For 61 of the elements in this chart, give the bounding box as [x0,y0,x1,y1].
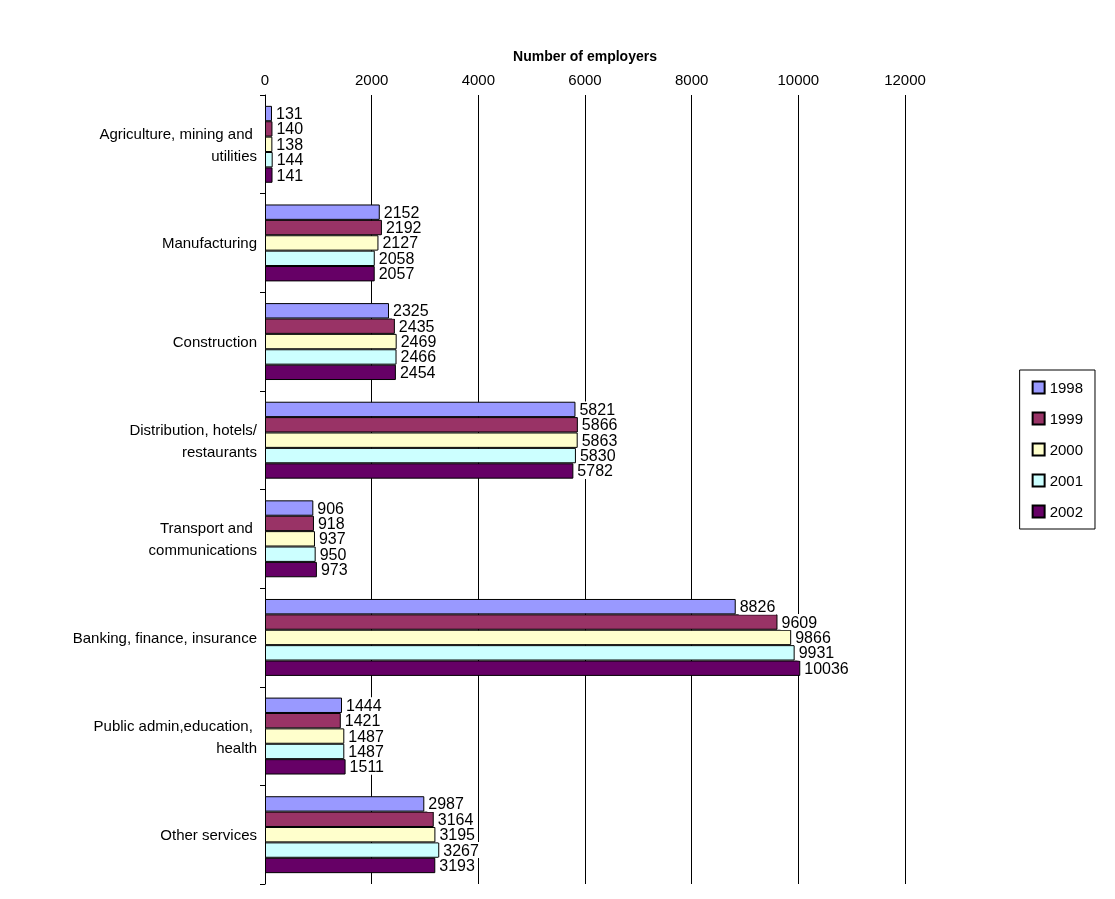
data-label: 2454 [399,363,436,381]
data-label: 10036 [804,659,849,677]
data-label: 950 [319,545,347,563]
data-label: 5830 [579,447,616,465]
data-label: 2152 [383,203,420,221]
data-label: 5782 [577,462,614,480]
legend-label: 2001 [1049,472,1084,489]
y-tick-label: Distribution, hotels/restaurants [129,420,258,460]
x-axis-title: Number of employers [513,48,658,64]
data-label: 937 [318,530,346,548]
data-label: 2325 [393,302,429,320]
data-label: 2127 [382,234,419,252]
y-tick-label: Transport and communications [148,519,257,559]
data-label: 2057 [378,265,415,283]
data-label: 906 [317,499,345,517]
x-tick-label: 8000 [674,71,709,88]
data-label: 5866 [581,416,618,434]
data-label: 3193 [439,856,475,874]
data-label: 2058 [378,249,415,267]
legend-label: 1999 [1049,410,1084,427]
data-label: 1487 [348,742,384,760]
legend-label: 2002 [1049,503,1084,520]
data-label: 1511 [349,758,385,776]
y-tick-label: Banking, finance, insurance [72,628,257,646]
y-tick-label: Public admin,education, health [93,716,257,756]
x-tick-label: 6000 [568,71,602,88]
data-label: 140 [276,120,304,138]
legend-label: 2000 [1049,441,1084,458]
data-label: 131 [275,105,303,123]
data-label: 1444 [346,696,382,714]
x-tick-label: 10000 [777,71,820,88]
y-tick-label: Construction [172,333,257,351]
data-label: 3195 [439,826,476,844]
data-label: 973 [320,561,348,579]
data-label: 2469 [400,333,437,351]
data-label: 141 [276,166,304,184]
x-tick-label: 2000 [354,71,389,88]
y-tick-label: Other services [160,826,257,844]
data-label: 9866 [795,628,831,646]
data-label: 5863 [581,431,618,449]
y-tick-label: Manufacturing [161,234,257,252]
data-label: 2987 [428,795,464,813]
x-tick-label: 0 [260,71,270,88]
x-tick-label: 4000 [461,71,496,88]
data-label: 3267 [443,841,479,859]
x-tick-label: 12000 [884,71,926,88]
data-label: 5821 [579,400,616,418]
data-label: 8826 [739,598,776,616]
data-label: 9609 [781,613,818,631]
legend-label: 1998 [1049,379,1084,396]
data-label: 918 [317,514,345,532]
y-tick-label: Agriculture, mining and utilities [99,124,257,164]
data-label: 144 [276,151,304,169]
data-label: 1487 [348,727,384,745]
data-label: 3164 [437,810,474,828]
data-label: 2192 [385,219,422,237]
data-label: 2435 [398,317,435,335]
data-label: 138 [276,135,304,153]
data-label: 9931 [798,644,835,662]
data-label: 1421 [344,712,381,730]
data-label: 2466 [400,348,437,366]
